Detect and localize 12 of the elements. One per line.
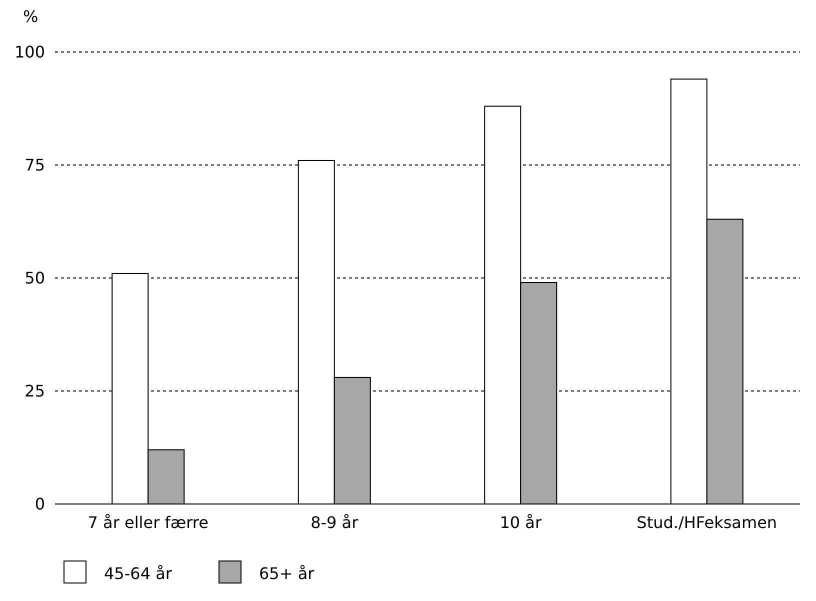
y-tick-label: 100 [14, 42, 45, 62]
y-tick-label: 25 [24, 382, 45, 401]
y-tick-label: 0 [34, 494, 45, 514]
y-axis-title: % [23, 7, 38, 26]
x-tick-label: Stud./HFeksamen [636, 513, 778, 532]
legend-label: 65+ år [259, 564, 315, 583]
y-tick-label: 50 [24, 268, 45, 288]
x-tick-label: 10 år [500, 513, 542, 532]
y-tick-label: 75 [24, 156, 45, 175]
x-tick-label: 8-9 år [310, 513, 359, 532]
x-tick-label: 7 år eller færre [88, 513, 208, 532]
legend-label: 45-64 år [104, 564, 172, 583]
